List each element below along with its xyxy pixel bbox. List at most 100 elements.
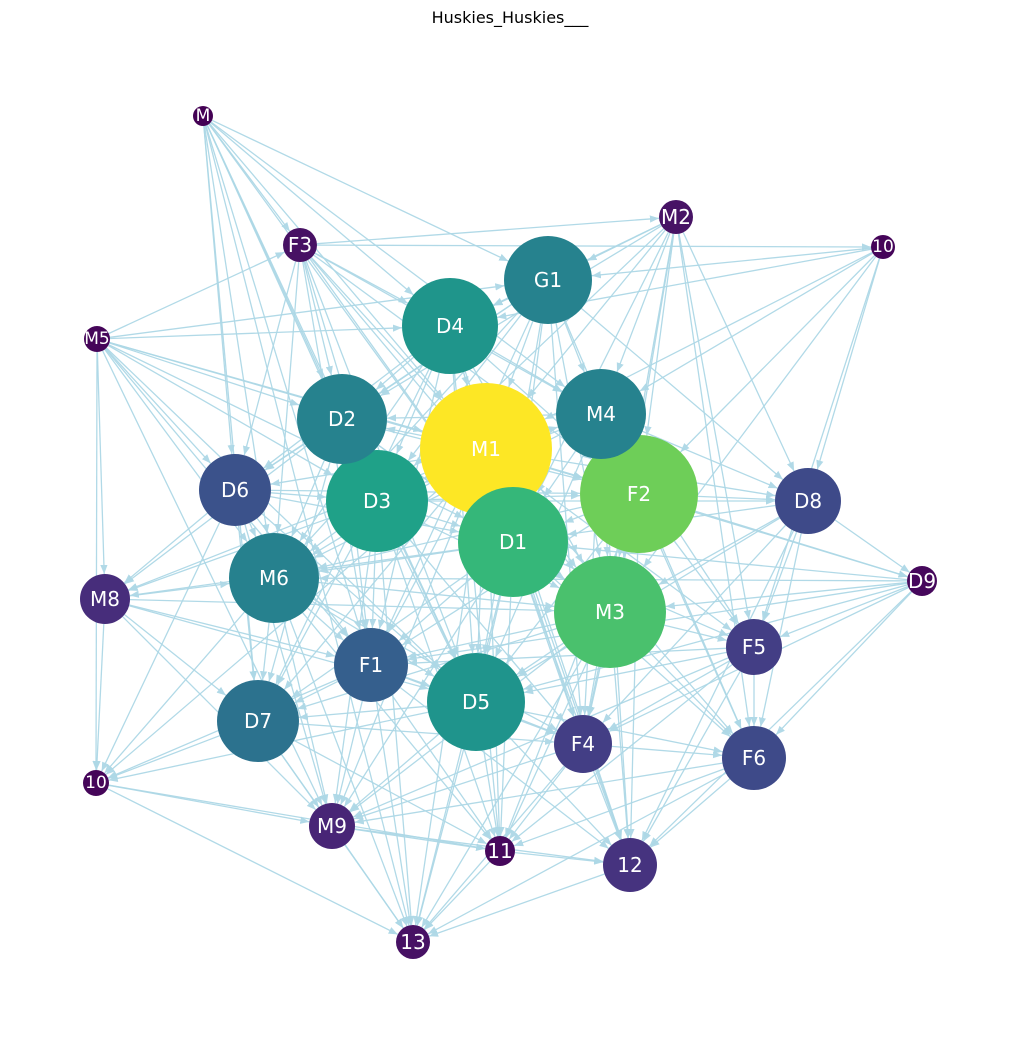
node-d8: D8 — [775, 468, 841, 534]
edge-m8-n10b — [93, 623, 105, 771]
node-label: 11 — [487, 839, 512, 863]
edge-f3-m6 — [274, 261, 300, 534]
edge-g1-m4 — [563, 320, 586, 373]
node-circle — [556, 369, 646, 459]
edge-f2-d9 — [695, 510, 908, 578]
edge-d9-f5 — [779, 585, 909, 638]
node-m9: M9 — [309, 803, 355, 849]
edge-m6-m3 — [318, 581, 555, 610]
node-label: F2 — [627, 482, 651, 506]
edge-m3-f4 — [587, 666, 600, 716]
edge-d9-n12 — [648, 591, 912, 847]
edge-m6-n13 — [289, 619, 408, 927]
edge-n10b-n13 — [107, 788, 399, 935]
edge-d5-n12 — [509, 737, 612, 846]
edge-d5-n13 — [416, 749, 465, 926]
node-label: M8 — [90, 587, 120, 611]
node-circle — [485, 836, 515, 866]
node-d2: D2 — [297, 374, 387, 464]
edge-f3-d6 — [243, 261, 297, 456]
node-m6: M6 — [229, 533, 319, 623]
edge-d3-f1 — [369, 551, 377, 629]
edge-f4-n11 — [508, 766, 566, 840]
node-label: 10 — [85, 773, 107, 793]
edge-d1-d5 — [485, 595, 502, 655]
node-circle — [722, 726, 786, 790]
edge-m1-m4 — [548, 426, 559, 434]
edge-d8-f5 — [763, 531, 798, 621]
edge-m6-n10b — [104, 611, 245, 774]
edge-d8-n12 — [641, 530, 795, 841]
edge-d3-f4 — [409, 539, 565, 723]
node-label: 13 — [400, 930, 425, 954]
edge-m8-d7 — [124, 614, 227, 696]
edge-f5-n12 — [642, 670, 741, 842]
edge-f6-n11 — [513, 768, 725, 847]
edge-m5-m8 — [96, 351, 108, 575]
node-d9: D9 — [907, 566, 937, 596]
edge-mtop-d4 — [210, 122, 414, 296]
node-n10a: 10 — [871, 235, 895, 259]
edge-f1-m9 — [336, 700, 363, 804]
edge-d2-d6 — [264, 443, 305, 471]
edge-f6-m9 — [354, 762, 723, 825]
edge-f1-d7 — [294, 680, 339, 704]
node-circle — [603, 838, 657, 892]
edge-m8-m6 — [129, 581, 230, 597]
edge-f4-f6 — [611, 745, 723, 759]
node-label: F6 — [742, 746, 766, 770]
node-m3: M3 — [554, 556, 666, 668]
node-d6: D6 — [199, 454, 271, 526]
node-f4: F4 — [554, 715, 612, 773]
edge-d7-n10b — [107, 735, 220, 780]
node-m1: M1 — [420, 383, 552, 515]
edge-f3-d2 — [303, 261, 333, 376]
node-f3: F3 — [283, 228, 317, 262]
node-m2: M2 — [659, 200, 693, 234]
edge-g1-d8 — [581, 308, 784, 481]
edge-m6-n11 — [302, 612, 491, 840]
node-circle — [326, 450, 428, 552]
edge-f3-m2 — [316, 215, 660, 245]
node-label: D5 — [462, 690, 490, 714]
edge-d6-d3 — [270, 492, 327, 501]
edge-d8-f6 — [758, 533, 802, 727]
node-label: D4 — [436, 314, 464, 338]
node-n12: 12 — [603, 838, 657, 892]
edge-d6-m6 — [248, 522, 257, 538]
node-label: F3 — [288, 233, 312, 257]
edge-m5-d5 — [105, 347, 442, 669]
edge-f5-f4 — [607, 660, 730, 731]
edge-d2-m6 — [291, 460, 325, 537]
edge-f3-n10a — [316, 243, 872, 251]
node-d1: D1 — [458, 487, 568, 597]
edge-m9-n13 — [344, 844, 404, 929]
edge-d6-n10b — [101, 522, 221, 772]
edge-d9-d1 — [567, 544, 908, 581]
edge-m5-n10b — [92, 351, 100, 771]
node-label: D2 — [328, 407, 356, 431]
edge-m5-d2 — [109, 342, 300, 406]
node-circle — [84, 326, 110, 352]
node-circle — [309, 803, 355, 849]
edge-mtop-f1 — [205, 125, 362, 630]
node-label: 10 — [872, 237, 894, 257]
node-layer: M1 F2 M3 D1 D3 D4 D5 G1 M4 D2 M6 D7 F1 D6 D8 F6 F5 F4 12 M8… — [80, 106, 937, 959]
edge-m1-f5 — [538, 487, 732, 631]
edge-m3-d5 — [516, 642, 564, 676]
node-label: D7 — [244, 709, 272, 733]
edge-m3-n13 — [421, 659, 582, 928]
node-circle — [907, 566, 937, 596]
edge-d6-m8 — [123, 512, 208, 584]
node-circle — [427, 653, 525, 751]
edge-m3-f5 — [664, 624, 727, 642]
edge-d4-d3 — [396, 370, 433, 455]
node-m8: M8 — [80, 574, 130, 624]
edge-m2-m1 — [527, 229, 666, 399]
node-label: F4 — [571, 732, 595, 756]
edge-m3-f1 — [406, 623, 556, 659]
node-label: M — [196, 106, 211, 126]
node-circle — [554, 556, 666, 668]
edge-n10a-f5 — [761, 258, 880, 621]
edge-m1-d2 — [385, 426, 422, 437]
